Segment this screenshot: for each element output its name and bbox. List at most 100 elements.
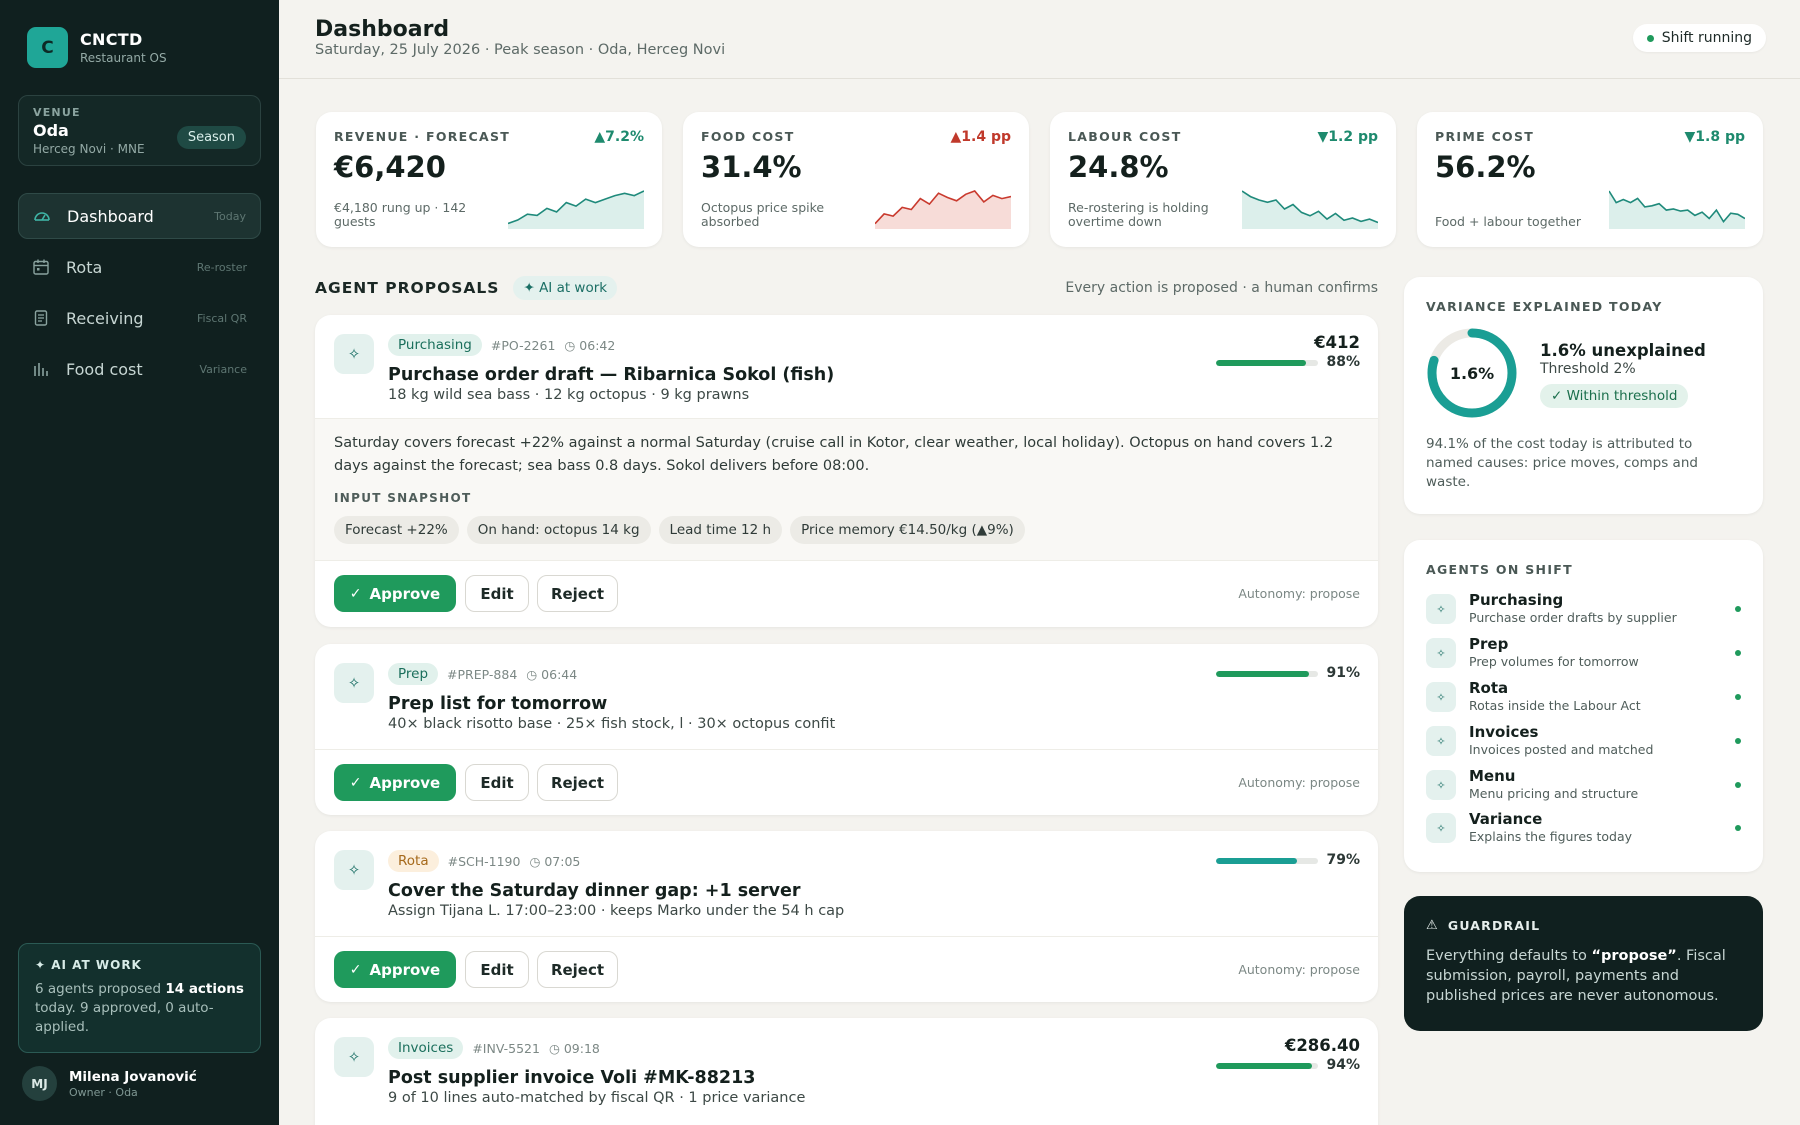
reject-button[interactable]: Reject — [537, 951, 618, 988]
proposal-subtitle: 18 kg wild sea bass · 12 kg octopus · 9 … — [388, 387, 750, 403]
sparkle-icon: ✧ — [1426, 682, 1456, 712]
page-subtitle: Saturday, 25 July 2026 · Peak season · O… — [315, 42, 726, 58]
user-profile[interactable]: MJ Milena Jovanović Owner · Oda — [22, 1066, 197, 1101]
proposal-time: ◷ 06:42 — [564, 337, 616, 353]
approve-button[interactable]: ✓ Approve — [334, 951, 456, 988]
proposal-card-purchasing[interactable]: ✧ Purchasing #PO-2261 ◷ 06:42 Purchase o… — [315, 315, 1378, 627]
sparkline-line — [1242, 190, 1378, 224]
kpi-delta: ▼1.2 pp — [1317, 129, 1378, 145]
calendar-icon — [32, 258, 50, 276]
gauge-icon — [33, 207, 51, 225]
agent-row-purchasing[interactable]: ✧ Purchasing Purchase order drafts by su… — [1426, 591, 1741, 627]
confidence-bar-fill — [1216, 1063, 1312, 1069]
agent-row-variance[interactable]: ✧ Variance Explains the figures today — [1426, 810, 1741, 846]
section-title: AGENT PROPOSALS — [315, 279, 500, 297]
online-dot-icon — [1735, 694, 1741, 700]
agent-description: Rotas inside the Labour Act — [1469, 698, 1641, 713]
proposal-card-rota[interactable]: ✧ Rota #SCH-1190 ◷ 07:05 Cover the Satur… — [315, 831, 1378, 1002]
autonomy-level: Autonomy: propose — [1238, 586, 1360, 601]
edit-button[interactable]: Edit — [465, 951, 529, 988]
proposal-title: Purchase order draft — Ribarnica Sokol (… — [388, 365, 835, 385]
agent-row-rota[interactable]: ✧ Rota Rotas inside the Labour Act — [1426, 679, 1741, 715]
sidebar-item-dashboard[interactable]: Dashboard Today — [18, 193, 261, 239]
sparkle-icon: ✧ — [1426, 770, 1456, 800]
ai-at-work-title: ✦ AI AT WORK — [35, 958, 142, 972]
agent-tag: Prep — [388, 663, 439, 685]
sidebar-item-receiving[interactable]: Receiving Fiscal QR — [18, 295, 261, 341]
kpi-note: Octopus price spike absorbed — [701, 200, 825, 229]
approve-button[interactable]: ✓ Approve — [334, 764, 456, 801]
proposal-details: Saturday covers forecast +22% against a … — [315, 418, 1378, 561]
proposal-card-invoices[interactable]: ✧ Invoices #INV-5521 ◷ 09:18 Post suppli… — [315, 1018, 1378, 1125]
shift-status-label: Shift running — [1661, 30, 1752, 46]
edit-button[interactable]: Edit — [465, 575, 529, 612]
sidebar-item-rota[interactable]: Rota Re-roster — [18, 244, 261, 290]
kpi-sparkline — [1609, 190, 1745, 229]
kpi-delta: ▲7.2% — [594, 129, 644, 145]
kpi-card-revenue[interactable]: REVENUE · FORECAST ▲7.2% €6,420 €4,180 r… — [316, 112, 662, 247]
kpi-value: 31.4% — [701, 150, 802, 184]
variance-headline: 1.6% unexplained — [1540, 341, 1706, 360]
kpi-value: 56.2% — [1435, 150, 1536, 184]
sparkle-icon: ✧ — [334, 1037, 374, 1077]
sparkle-icon: ✧ — [334, 663, 374, 703]
proposal-time: ◷ 06:44 — [526, 666, 578, 682]
confidence-bar — [1216, 858, 1318, 864]
sidebar-item-hint: Fiscal QR — [197, 311, 247, 325]
kpi-note: Re-rostering is holding overtime down — [1068, 200, 1209, 229]
kpi-label: REVENUE · FORECAST — [334, 129, 511, 144]
sidebar-item-hint: Re-roster — [196, 260, 247, 274]
kpi-label: LABOUR COST — [1068, 129, 1182, 144]
agent-name: Rota — [1469, 679, 1509, 697]
donut-value: 1.6% — [1449, 363, 1495, 383]
sparkline-area — [1609, 191, 1745, 229]
kpi-card-labour-cost[interactable]: LABOUR COST ▼1.2 pp 24.8% Re-rostering i… — [1050, 112, 1396, 247]
agent-name: Menu — [1469, 767, 1516, 785]
agent-row-invoices[interactable]: ✧ Invoices Invoices posted and matched — [1426, 723, 1741, 759]
kpi-card-prime-cost[interactable]: PRIME COST ▼1.8 pp 56.2% Food + labour t… — [1417, 112, 1763, 247]
kpi-sparkline — [875, 190, 1011, 229]
proposal-title: Prep list for tomorrow — [388, 694, 608, 714]
agent-row-prep[interactable]: ✧ Prep Prep volumes for tomorrow — [1426, 635, 1741, 671]
reject-button[interactable]: Reject — [537, 764, 618, 801]
sparkline-area — [1242, 191, 1378, 229]
venue-label: VENUE — [33, 106, 81, 119]
approve-button[interactable]: ✓ Approve — [334, 575, 456, 612]
user-name: Milena Jovanović — [69, 1068, 197, 1085]
sparkle-icon: ✧ — [1426, 594, 1456, 624]
confidence-bar — [1216, 360, 1318, 366]
panel-title: VARIANCE EXPLAINED TODAY — [1426, 299, 1663, 314]
proposal-amount: €412 — [1314, 333, 1360, 352]
confidence-bar-fill — [1216, 858, 1297, 864]
proposal-card-prep[interactable]: ✧ Prep #PREP-884 ◷ 06:44 Prep list for t… — [315, 644, 1378, 815]
guardrail-text: Everything defaults to “propose”. Fiscal… — [1426, 948, 1726, 1004]
agent-description: Explains the figures today — [1469, 829, 1633, 844]
kpi-card-food-cost[interactable]: FOOD COST ▲1.4 pp 31.4% Octopus price sp… — [683, 112, 1029, 247]
sparkline-area — [508, 191, 644, 229]
sparkline-line — [1609, 190, 1745, 224]
proposal-subtitle: 9 of 10 lines auto-matched by fiscal QR … — [388, 1090, 806, 1106]
agent-row-menu[interactable]: ✧ Menu Menu pricing and structure — [1426, 767, 1741, 803]
sidebar: C CNCTD Restaurant OS VENUE Oda Herceg N… — [0, 0, 279, 1125]
kpi-value: 24.8% — [1068, 150, 1169, 184]
online-dot-icon — [1735, 606, 1741, 612]
reject-button[interactable]: Reject — [537, 575, 618, 612]
agent-description: Menu pricing and structure — [1469, 786, 1639, 801]
venue-switcher[interactable]: VENUE Oda Herceg Novi · MNE Season — [18, 95, 261, 166]
sidebar-item-food-cost[interactable]: Food cost Variance — [18, 346, 261, 392]
snapshot-label: INPUT SNAPSHOT — [334, 491, 472, 505]
proposal-title: Cover the Saturday dinner gap: +1 server — [388, 881, 801, 901]
season-badge: Season — [176, 126, 246, 149]
guardrail-title: ⚠ GUARDRAIL — [1426, 918, 1541, 933]
sidebar-item-hint: Variance — [199, 362, 247, 376]
agents-panel: AGENTS ON SHIFT ✧ Purchasing Purchase or… — [1404, 540, 1763, 872]
brand[interactable]: C CNCTD Restaurant OS — [27, 27, 167, 68]
brand-subtitle: Restaurant OS — [80, 51, 167, 65]
edit-button[interactable]: Edit — [465, 764, 529, 801]
confidence-bar — [1216, 1063, 1318, 1069]
snapshot-chip: Forecast +22% — [334, 516, 459, 544]
shift-status-badge: Shift running — [1632, 24, 1766, 52]
online-dot-icon — [1735, 650, 1741, 656]
proposals-note: Every action is proposed · a human confi… — [1065, 280, 1378, 296]
agent-tag: Invoices — [388, 1037, 464, 1059]
